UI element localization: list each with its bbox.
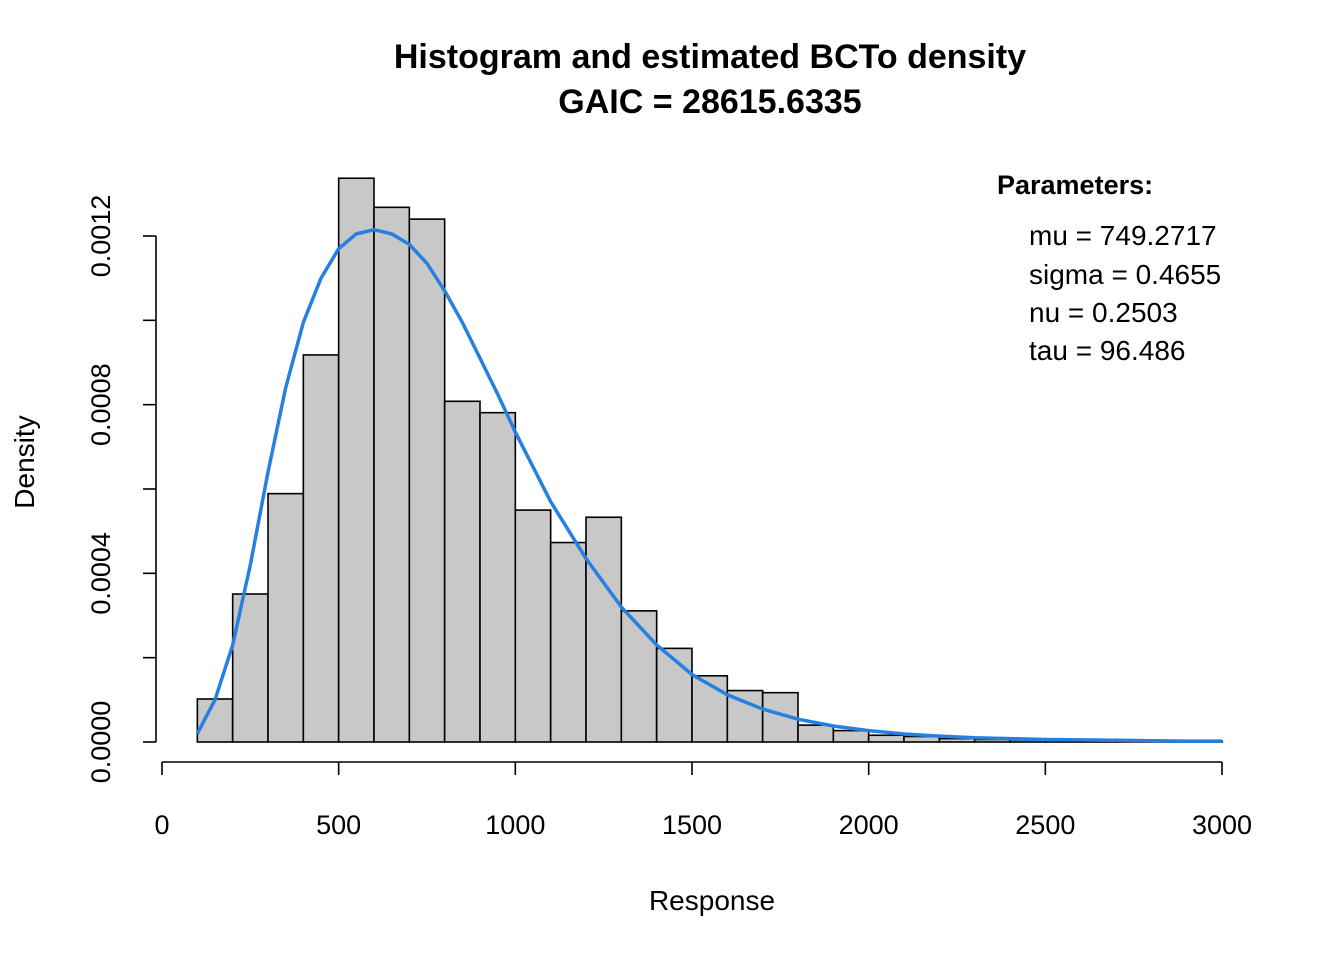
x-axis: 0 500 1000 1500 2000 2500 3000 xyxy=(154,761,1252,840)
histogram-bar-8 xyxy=(479,411,517,743)
chart-title: Histogram and estimated BCTo density xyxy=(394,38,1026,76)
histogram-bar-9 xyxy=(514,509,552,743)
histogram-bar-7 xyxy=(443,400,481,743)
histogram-bar-15 xyxy=(726,689,764,743)
y-tick-label-6: 0.0012 xyxy=(86,195,116,278)
y-tick-label-2: 0.0004 xyxy=(86,532,116,615)
x-tick-label-1: 500 xyxy=(316,810,361,840)
x-tick-label-3: 1500 xyxy=(662,810,722,840)
x-tick-label-5: 2500 xyxy=(1015,810,1075,840)
histogram-bar-5 xyxy=(373,206,411,743)
y-axis-label: Density xyxy=(9,415,40,508)
x-tick-label-2: 1000 xyxy=(485,810,545,840)
histogram-bar-17 xyxy=(797,724,835,743)
legend-title: Parameters: xyxy=(997,170,1153,200)
y-tick-label-4: 0.0008 xyxy=(86,363,116,446)
legend: Parameters: mu = 749.2717 sigma = 0.4655… xyxy=(997,170,1221,366)
histogram-bar-10 xyxy=(549,541,587,743)
histogram-bar-6 xyxy=(408,218,446,743)
histogram-bar-13 xyxy=(655,647,693,743)
legend-item-tau: tau = 96.486 xyxy=(1029,335,1185,366)
legend-item-sigma: sigma = 0.4655 xyxy=(1029,259,1221,290)
x-tick-label-6: 3000 xyxy=(1192,810,1252,840)
y-axis: 0.0000 0.0004 0.0008 0.0012 xyxy=(86,195,157,784)
chart-subtitle: GAIC = 28615.6335 xyxy=(558,83,861,121)
legend-item-nu: nu = 0.2503 xyxy=(1029,297,1178,328)
histogram-bar-2 xyxy=(267,492,305,743)
histogram-bars xyxy=(196,177,1223,743)
histogram-bar-11 xyxy=(585,516,623,743)
histogram-bar-19 xyxy=(867,734,905,743)
x-axis-label: Response xyxy=(649,885,775,916)
histogram-bar-12 xyxy=(620,610,658,743)
histogram-bar-4 xyxy=(337,177,375,743)
x-tick-label-0: 0 xyxy=(154,810,169,840)
histogram-bar-3 xyxy=(302,354,340,743)
histogram-bar-18 xyxy=(832,729,870,743)
density-curve xyxy=(195,227,1222,743)
y-tick-label-0: 0.0000 xyxy=(86,701,116,784)
legend-item-mu: mu = 749.2717 xyxy=(1029,220,1217,251)
x-tick-label-4: 2000 xyxy=(839,810,899,840)
